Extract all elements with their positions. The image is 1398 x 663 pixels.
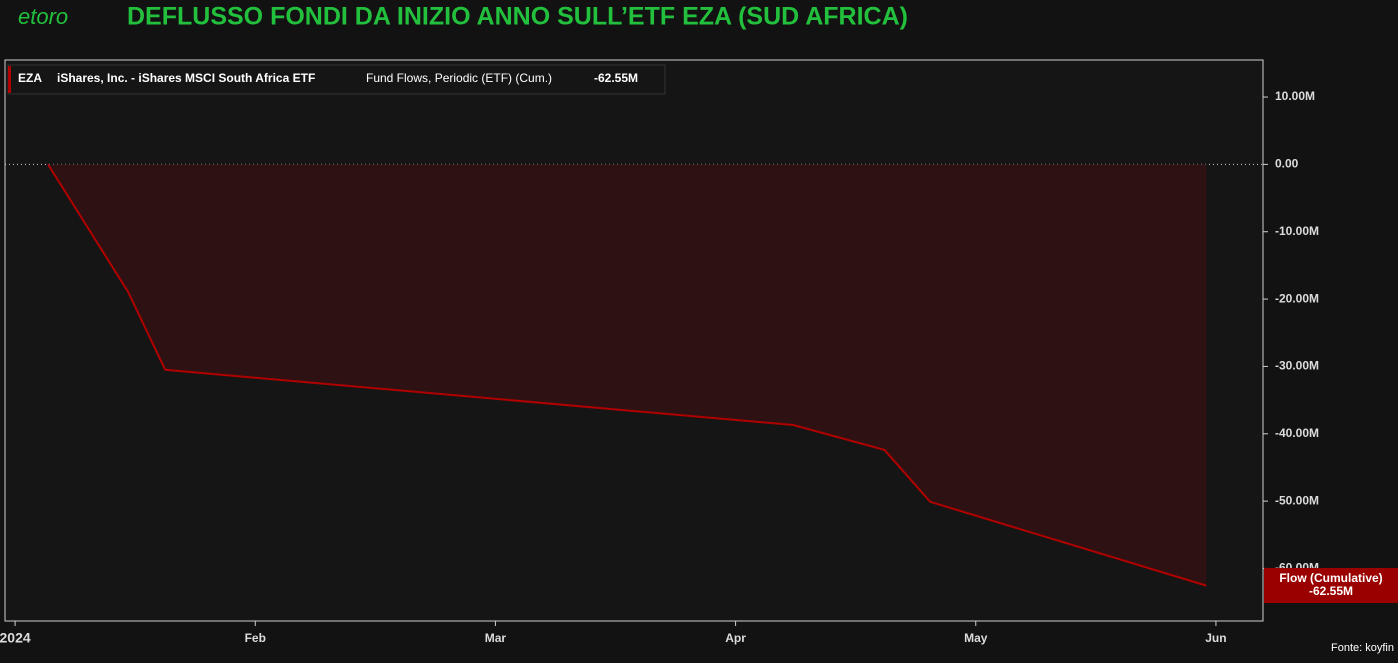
y-tick-label: 0.00 xyxy=(1275,157,1299,171)
source-note: Fonte: koyfin xyxy=(1331,642,1394,654)
tag-name: Flow (Cumulative) xyxy=(1279,571,1382,585)
price-tag: Flow (Cumulative) -62.55M xyxy=(1264,568,1398,603)
y-tick-label: -20.00M xyxy=(1275,291,1319,305)
plot-area xyxy=(5,163,1263,587)
y-tick-label: -30.00M xyxy=(1275,359,1319,373)
x-tick-label: 2024 xyxy=(0,630,31,646)
x-tick-label: Feb xyxy=(245,631,266,645)
legend-swatch xyxy=(8,66,11,93)
legend-fund: iShares, Inc. - iShares MSCI South Afric… xyxy=(57,71,315,85)
y-tick-label: -50.00M xyxy=(1275,493,1319,507)
axes: 10.00M 0.00 -10.00M -20.00M -30.00M -40.00M -5… xyxy=(0,89,1319,645)
y-tick-label: -10.00M xyxy=(1275,224,1319,238)
x-tick-label: Mar xyxy=(485,631,507,645)
brand-logo: etoro xyxy=(18,4,68,29)
legend-value: -62.55M xyxy=(594,71,638,85)
y-tick-label: -40.00M xyxy=(1275,426,1319,440)
flow-line xyxy=(47,163,1207,587)
legend-metric: Fund Flows, Periodic (ETF) (Cum.) xyxy=(366,71,552,85)
legend-ticker: EZA xyxy=(18,71,42,85)
y-tick-label: 10.00M xyxy=(1275,89,1315,103)
x-tick-label: May xyxy=(964,631,988,645)
x-tick-label: Apr xyxy=(725,631,746,645)
area-fill xyxy=(47,164,1207,586)
x-tick-label: Jun xyxy=(1205,631,1226,645)
chart-title: DEFLUSSO FONDI DA INIZIO ANNO SULL’ETF E… xyxy=(127,3,908,31)
tag-box xyxy=(1264,568,1398,603)
tag-value: -62.55M xyxy=(1309,584,1353,598)
